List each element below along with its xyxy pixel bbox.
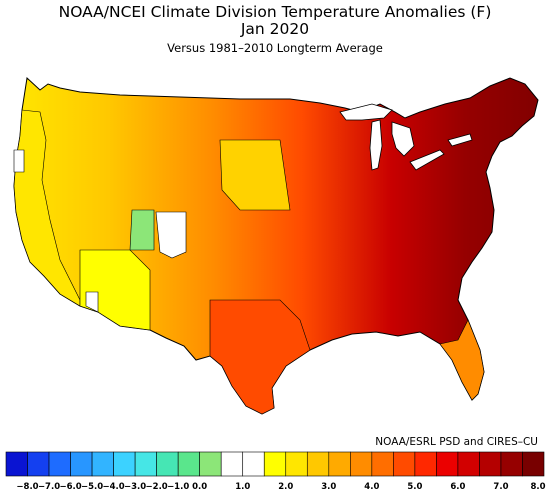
legend-swatch (177, 451, 200, 477)
legend-label: −1.0 (167, 482, 189, 492)
colorado-neutral-spot (155, 211, 187, 259)
legend-label: 0.0 (192, 482, 207, 492)
legend-swatch (242, 451, 265, 477)
northern-plains-region (219, 139, 291, 211)
legend-swatch (91, 451, 114, 477)
legend-swatch (220, 451, 244, 477)
legend-swatch (436, 451, 459, 477)
oregon-neutral-spot (13, 149, 25, 173)
legend-swatch (371, 451, 394, 477)
legend-swatch (5, 451, 28, 477)
utah-cold-spot (129, 209, 155, 251)
legend-label: 6.0 (450, 482, 465, 492)
legend-label: −4.0 (103, 482, 125, 492)
west-coast-band (13, 109, 81, 307)
legend-label: −8.0 (16, 482, 38, 492)
legend-label: 2.0 (278, 482, 293, 492)
title-line-3: Versus 1981–2010 Longterm Average (167, 41, 383, 55)
lake-superior (339, 103, 393, 121)
legend-label: −5.0 (81, 482, 103, 492)
lake-ontario (447, 133, 473, 147)
arizona-neutral-spot (85, 291, 99, 313)
florida-region (439, 319, 485, 401)
legend-label: −6.0 (59, 482, 81, 492)
legend-swatch (479, 451, 502, 477)
legend-swatch (457, 451, 480, 477)
legend-swatch (263, 451, 287, 477)
legend-label: 3.0 (321, 482, 336, 492)
texas-region (209, 299, 311, 415)
legend-label: −7.0 (38, 482, 60, 492)
us-anomaly-map (13, 76, 539, 415)
legend-swatch (522, 451, 545, 477)
legend-swatch (285, 451, 308, 477)
legend-label: 4.0 (364, 482, 379, 492)
legend-swatch (306, 451, 330, 477)
legend-label: −2.0 (146, 482, 168, 492)
legend-swatch (113, 451, 136, 477)
legend-swatch (70, 451, 93, 477)
legend-swatch (134, 451, 157, 477)
title-line-1: NOAA/NCEI Climate Division Temperature A… (58, 3, 492, 21)
legend-swatch (48, 451, 71, 477)
legend-label: −3.0 (124, 482, 146, 492)
legend-swatches (5, 451, 545, 477)
legend-swatch (350, 451, 373, 477)
legend-swatch (27, 451, 50, 477)
legend-swatch (156, 451, 179, 477)
legend-label: 8.0 (530, 482, 545, 492)
legend-swatch (328, 451, 351, 477)
color-legend: −8.0 −7.0 −6.0 −5.0 −4.0 −3.0 −2.0 −1.0 0.0 1.0 2.… (5, 451, 546, 492)
lake-erie (409, 149, 445, 171)
lake-huron (391, 121, 415, 157)
southwest-region (79, 249, 151, 331)
title-line-2: Jan 2020 (240, 20, 310, 38)
legend-label: 1.0 (235, 482, 250, 492)
legend-swatch (199, 451, 222, 477)
legend-label: 5.0 (407, 482, 422, 492)
legend-swatch (393, 451, 416, 477)
lake-michigan (369, 119, 383, 171)
legend-label: 7.0 (493, 482, 508, 492)
legend-swatch (414, 451, 437, 477)
legend-swatch (500, 451, 523, 477)
credit-text: NOAA/ESRL PSD and CIRES–CU (375, 436, 538, 448)
legend-labels: −8.0 −7.0 −6.0 −5.0 −4.0 −3.0 −2.0 −1.0 0.0 1.0 2.… (16, 482, 545, 492)
